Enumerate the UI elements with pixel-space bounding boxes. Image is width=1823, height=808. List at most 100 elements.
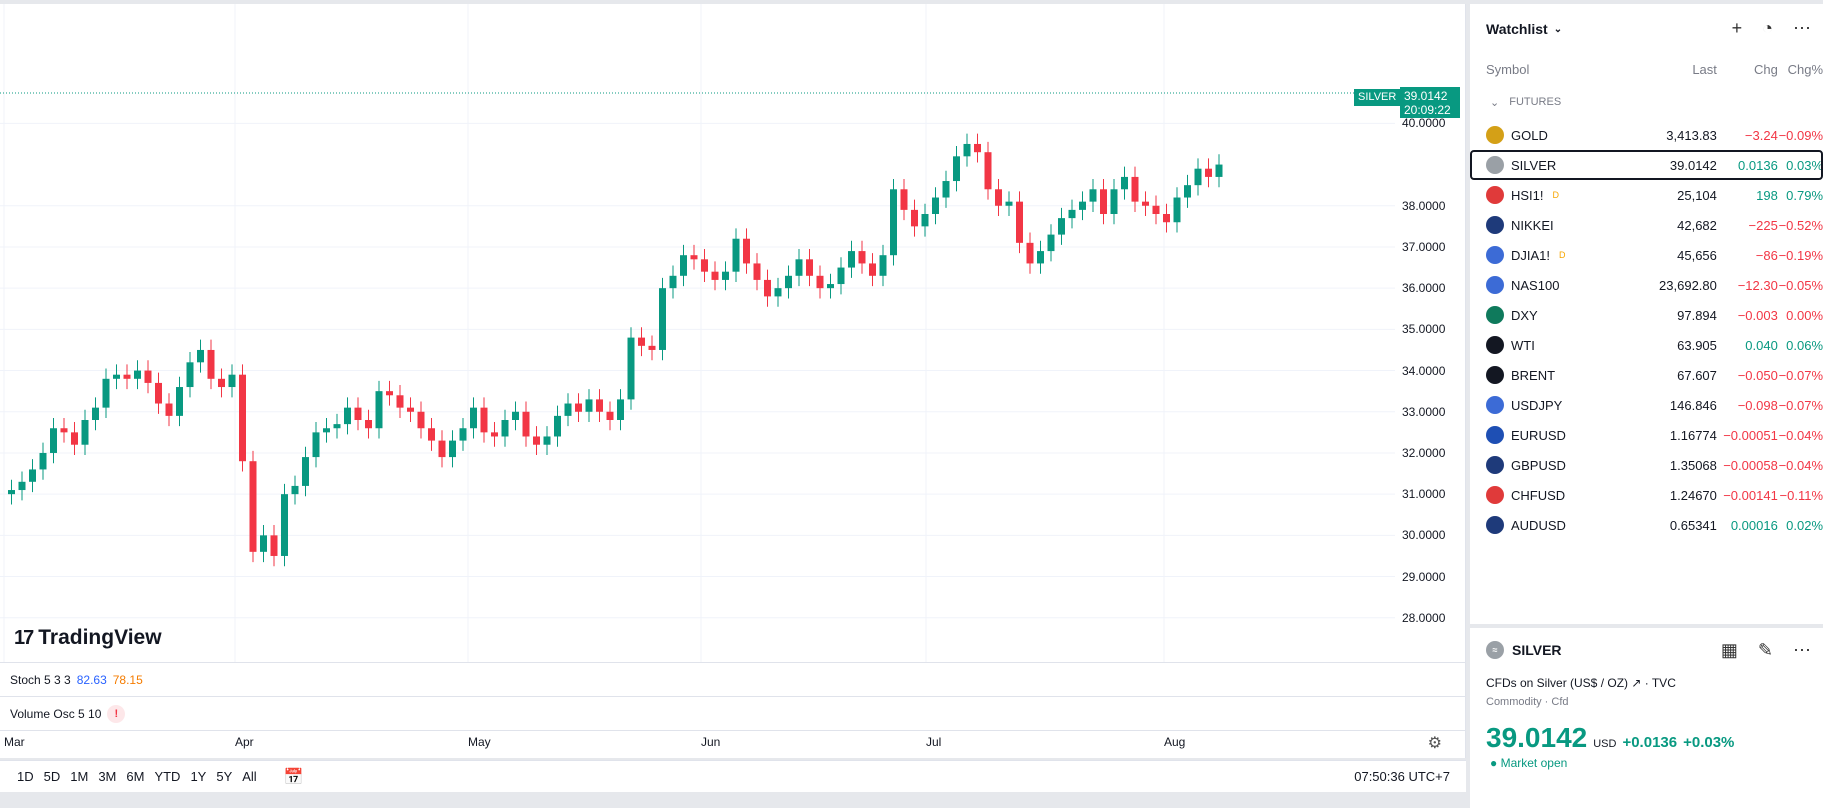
candle-body bbox=[1142, 201, 1149, 206]
change-percent: −0.11% bbox=[1779, 487, 1823, 503]
candle-body bbox=[543, 436, 551, 445]
candle-body bbox=[753, 263, 761, 280]
candlestick-chart[interactable] bbox=[0, 4, 1466, 662]
range-5d-button[interactable]: 5D bbox=[43, 769, 61, 784]
stoch-indicator-legend[interactable]: Stoch 5 3 3 82.63 78.15 bbox=[0, 662, 1466, 696]
candle-body bbox=[239, 374, 246, 462]
tradingview-logo: 17 TradingView bbox=[14, 626, 162, 650]
candle-body bbox=[18, 481, 26, 491]
candle-body bbox=[701, 259, 708, 272]
chart-panel[interactable]: 40.0000 38.0000 37.0000 36.0000 35.0000 34.00… bbox=[0, 4, 1466, 792]
watchlist-row-silver[interactable]: SILVER 39.0142 0.0136 0.03% bbox=[1470, 150, 1823, 180]
candle-body bbox=[155, 382, 162, 404]
details-header[interactable]: ≈ SILVER bbox=[1470, 628, 1823, 672]
candle-body bbox=[1047, 234, 1055, 252]
watchlist-title[interactable]: Watchlist bbox=[1486, 21, 1548, 37]
more-options-icon[interactable]: ⋯ bbox=[1793, 640, 1811, 660]
more-options-icon[interactable]: ⋯ bbox=[1793, 18, 1811, 38]
column-chg-pct[interactable]: Chg% bbox=[1787, 61, 1823, 77]
range-ytd-button[interactable]: YTD bbox=[154, 769, 181, 784]
month-label: Jul bbox=[926, 735, 942, 749]
details-symbol[interactable]: SILVER bbox=[1512, 642, 1562, 658]
candle-body bbox=[134, 370, 141, 379]
watchlist-row-djia1[interactable]: DJIA1! D 45,656 −86 −0.19% bbox=[1470, 240, 1823, 270]
candle-body bbox=[932, 197, 939, 214]
price-tick-label: 37.0000 bbox=[1402, 239, 1446, 254]
range-1y-button[interactable]: 1Y bbox=[190, 769, 207, 784]
candle-body bbox=[1037, 251, 1044, 264]
last-price: 97.894 bbox=[1677, 307, 1717, 323]
range-1m-button[interactable]: 1M bbox=[70, 769, 89, 784]
candle-body bbox=[869, 263, 876, 276]
time-axis[interactable]: Mar Apr May Jun Jul Aug ⚙ bbox=[0, 730, 1466, 752]
advanced-view-icon[interactable]: ◔ bbox=[1762, 18, 1773, 38]
range-5y-button[interactable]: 5Y bbox=[216, 769, 233, 784]
watchlist-row-audusd[interactable]: AUDUSD 0.65341 0.00016 0.02% bbox=[1470, 510, 1823, 540]
candle-body bbox=[1194, 168, 1202, 186]
range-3m-button[interactable]: 3M bbox=[98, 769, 117, 784]
warning-icon[interactable]: ! bbox=[107, 704, 126, 723]
column-last[interactable]: Last bbox=[1692, 61, 1717, 77]
watchlist-row-gbpusd[interactable]: GBPUSD 1.35068 −0.00058 −0.04% bbox=[1470, 450, 1823, 480]
last-price-label: 39.0142 20:09:22 bbox=[1400, 87, 1460, 118]
last-price: 25,104 bbox=[1677, 187, 1717, 203]
candle-body bbox=[533, 436, 540, 445]
candle-body bbox=[1215, 164, 1223, 177]
symbol-logo-icon bbox=[1486, 216, 1504, 234]
candle-body bbox=[470, 407, 477, 429]
candle-body bbox=[732, 238, 740, 272]
volume-osc-legend[interactable]: Volume Osc 5 10 ! bbox=[0, 696, 1466, 730]
candle-body bbox=[428, 428, 435, 441]
candle-body bbox=[354, 407, 362, 420]
stoch-name: Stoch 5 3 3 bbox=[10, 672, 71, 687]
range-all-button[interactable]: All bbox=[242, 769, 257, 784]
watchlist-row-brent[interactable]: BRENT 67.607 −0.050 −0.07% bbox=[1470, 360, 1823, 390]
candle-body bbox=[900, 189, 908, 210]
watchlist-row-eurusd[interactable]: EURUSD 1.16774 −0.00051 −0.04% bbox=[1470, 420, 1823, 450]
details-description[interactable]: CFDs on Silver (US$ / OZ) ↗ · TVC bbox=[1486, 676, 1676, 690]
column-symbol[interactable]: Symbol bbox=[1486, 61, 1530, 77]
watchlist-header[interactable]: Watchlist ⌄ bbox=[1470, 4, 1823, 54]
silver-icon: ≈ bbox=[1486, 641, 1504, 659]
gear-icon[interactable]: ⚙ bbox=[1427, 735, 1442, 752]
range-1d-button[interactable]: 1D bbox=[17, 769, 34, 784]
candle-body bbox=[113, 374, 120, 379]
range-6m-button[interactable]: 6M bbox=[126, 769, 145, 784]
watchlist-row-chfusd[interactable]: CHFUSD 1.24670 −0.00141 −0.11% bbox=[1470, 480, 1823, 510]
candle-body bbox=[459, 428, 467, 441]
candle-body bbox=[81, 420, 89, 445]
candle-body bbox=[858, 251, 866, 264]
edit-icon[interactable]: ✎ bbox=[1757, 640, 1773, 660]
price-tick-label: 40.0000 bbox=[1402, 116, 1446, 131]
watchlist-row-hsi1[interactable]: HSI1! D 25,104 198 0.79% bbox=[1470, 180, 1823, 210]
watchlist-row-nas100[interactable]: NAS100 23,692.80 −12.30 −0.05% bbox=[1470, 270, 1823, 300]
change-value: 0.040 bbox=[1745, 337, 1778, 353]
symbol-logo-icon bbox=[1486, 156, 1504, 174]
watchlist-row-gold[interactable]: GOLD 3,413.83 −3.24 −0.09% bbox=[1470, 120, 1823, 150]
candle-body bbox=[365, 420, 372, 429]
candle-body bbox=[669, 275, 677, 289]
calendar-icon[interactable]: 📅 bbox=[283, 768, 304, 786]
candle-body bbox=[249, 461, 257, 552]
chevron-down-icon[interactable]: ⌄ bbox=[1490, 96, 1500, 109]
candle-body bbox=[596, 399, 603, 412]
last-price: 1.16774 bbox=[1669, 427, 1717, 443]
symbol-logo-icon bbox=[1486, 486, 1504, 504]
candle-body bbox=[680, 255, 687, 276]
grid-icon[interactable]: ▦ bbox=[1720, 640, 1738, 660]
price-tick-label: 33.0000 bbox=[1402, 404, 1446, 419]
section-futures[interactable]: ⌄ FUTURES bbox=[1470, 84, 1823, 120]
change-percent: 0.03% bbox=[1786, 157, 1823, 173]
chevron-down-icon[interactable]: ⌄ bbox=[1553, 23, 1563, 35]
candle-body bbox=[375, 391, 383, 429]
watchlist-row-nikkei[interactable]: NIKKEI 42,682 −225 −0.52% bbox=[1470, 210, 1823, 240]
column-chg[interactable]: Chg bbox=[1753, 61, 1778, 77]
candle-body bbox=[281, 494, 288, 556]
watchlist-row-usdjpy[interactable]: USDJPY 146.846 −0.098 −0.07% bbox=[1470, 390, 1823, 420]
watchlist-row-dxy[interactable]: DXY 97.894 −0.003 0.00% bbox=[1470, 300, 1823, 330]
symbol-name: NAS100 bbox=[1511, 277, 1560, 293]
clock-display[interactable]: 07:50:36 UTC+7 bbox=[1354, 769, 1450, 784]
add-symbol-icon[interactable]: + bbox=[1731, 18, 1743, 38]
watchlist-row-wti[interactable]: WTI 63.905 0.040 0.06% bbox=[1470, 330, 1823, 360]
candle-body bbox=[984, 152, 992, 190]
